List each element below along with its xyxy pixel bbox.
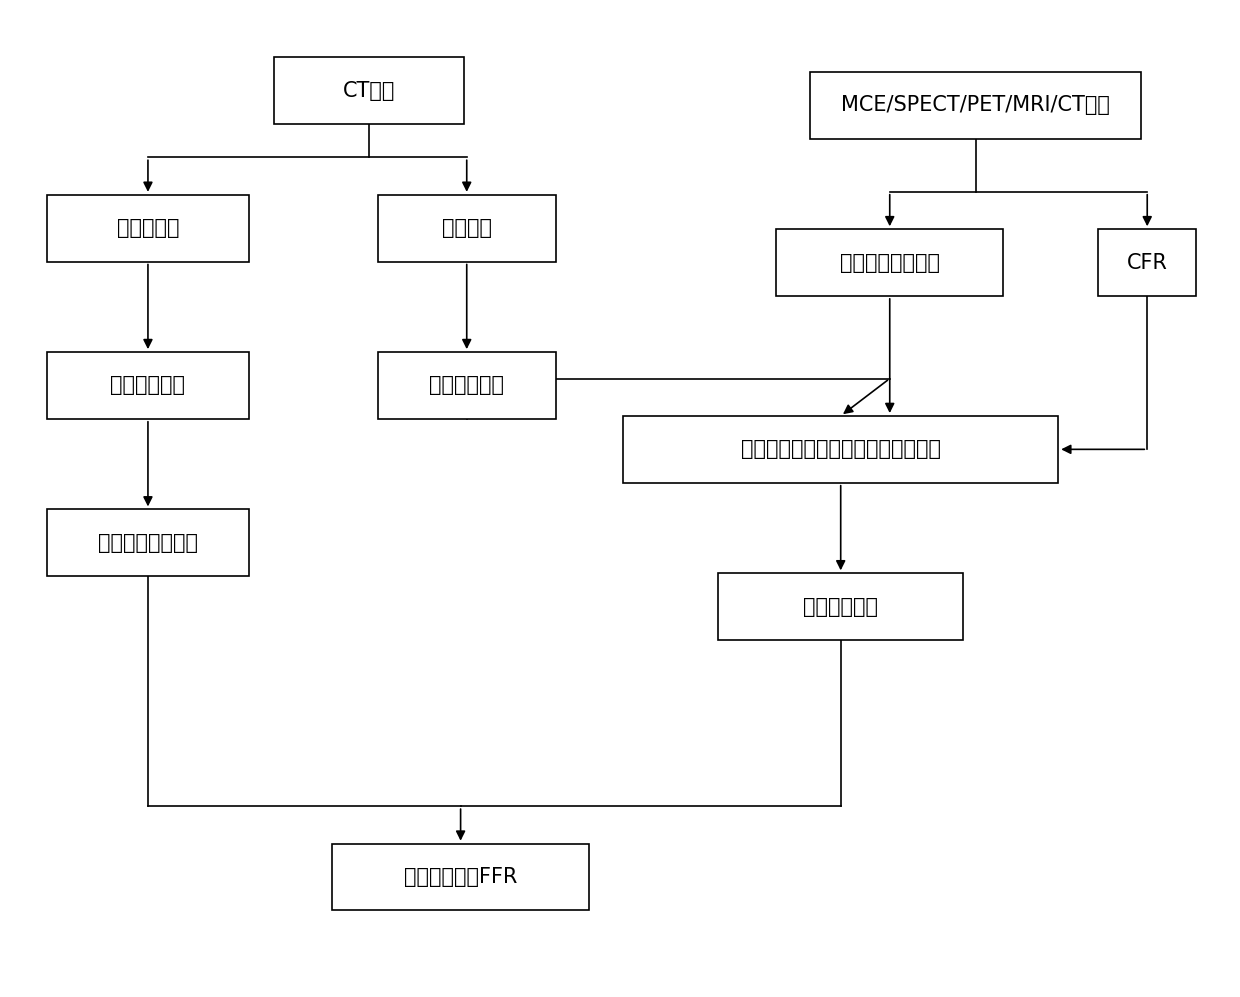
Bar [622, 416, 1058, 483]
Bar [1099, 229, 1197, 296]
Text: 生成冠脉网格模型: 生成冠脉网格模型 [98, 532, 198, 552]
Text: 提取冠状动脉: 提取冠状动脉 [110, 376, 186, 396]
Bar [810, 72, 1141, 139]
Text: 提取心肌: 提取心肌 [441, 218, 492, 238]
Bar [776, 229, 1003, 296]
Bar [718, 573, 963, 640]
Bar [274, 57, 464, 124]
Text: CT图像: CT图像 [342, 81, 394, 101]
Text: 静息态心肌血流量: 静息态心肌血流量 [839, 252, 940, 272]
Text: MCE/SPECT/PET/MRI/CT灌流: MCE/SPECT/PET/MRI/CT灌流 [841, 96, 1110, 116]
Text: 最大充血态下的冠脉入口处的总流量: 最大充血态下的冠脉入口处的总流量 [740, 440, 941, 460]
Bar [47, 352, 249, 419]
Bar [378, 352, 556, 419]
Text: CFR: CFR [1127, 252, 1168, 272]
Bar [378, 194, 556, 261]
Bar [47, 194, 249, 261]
Bar [332, 843, 589, 910]
Text: 得到心肌体积: 得到心肌体积 [429, 376, 505, 396]
Bar [47, 509, 249, 576]
Text: 定位冠脉口: 定位冠脉口 [117, 218, 180, 238]
Text: 计算冠状动脉FFR: 计算冠状动脉FFR [404, 867, 517, 887]
Text: 冠脉入口流速: 冠脉入口流速 [804, 596, 878, 616]
